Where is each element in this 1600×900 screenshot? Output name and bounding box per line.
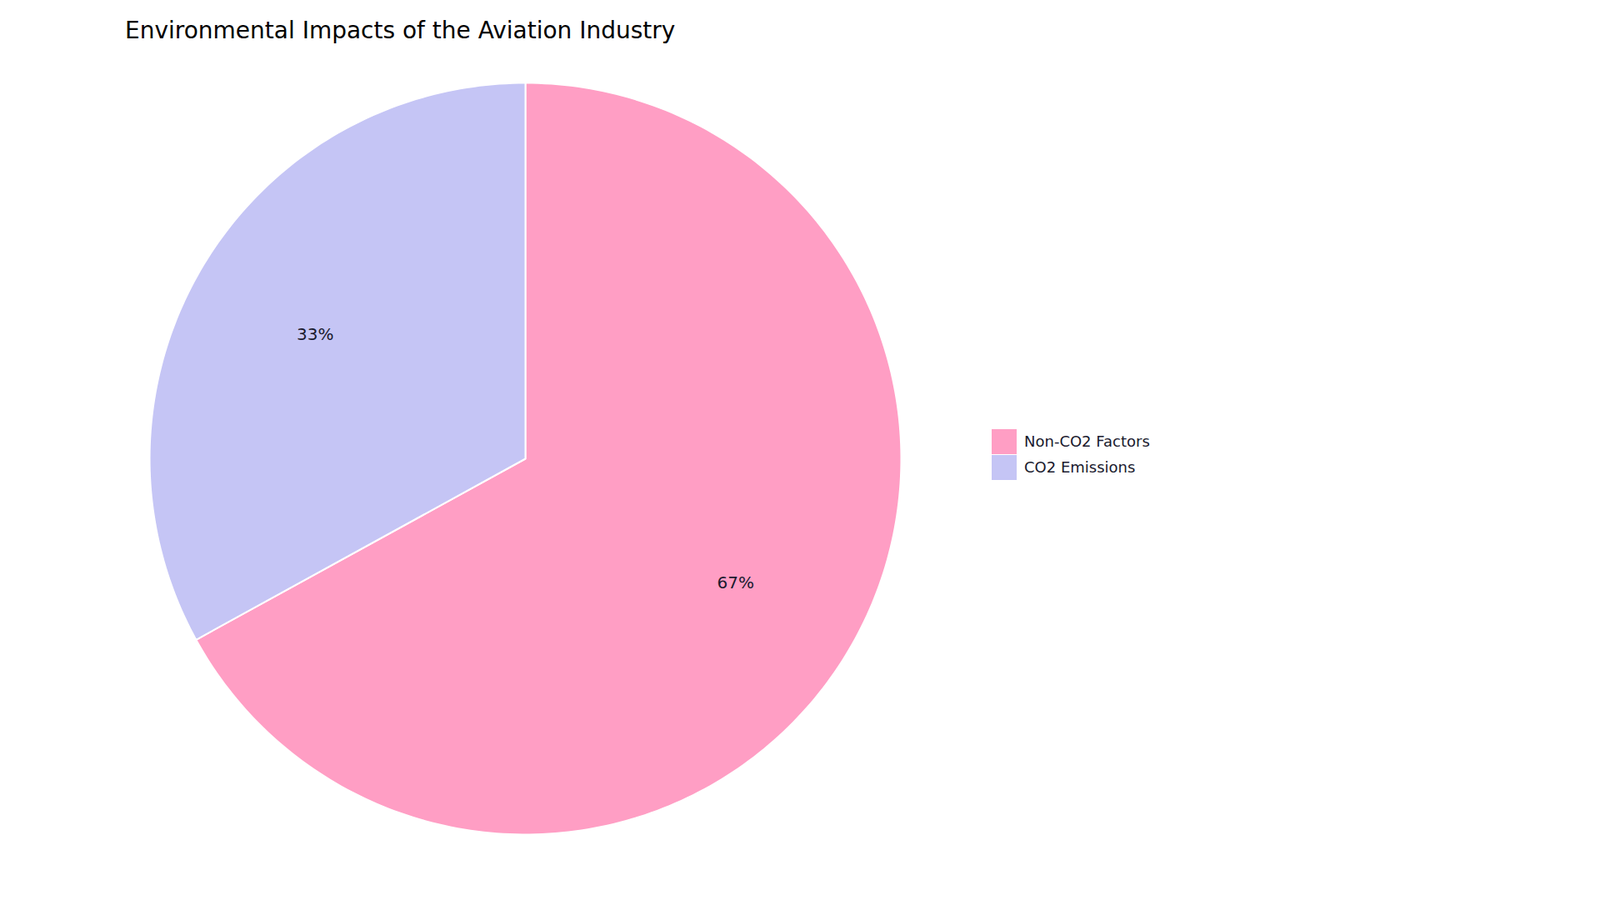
svg-text:67%: 67% [717,572,755,593]
svg-text:33%: 33% [296,324,334,345]
html-text:Non-CO2 Factors: Non-CO2 Factors [1024,432,1150,450]
html-text:CO2 Emissions: CO2 Emissions [1024,458,1136,476]
html-text:Environmental Impacts of the A: Environmental Impacts of the Aviation In… [125,16,676,45]
